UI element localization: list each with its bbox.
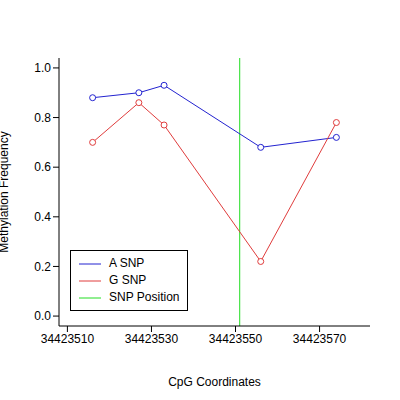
svg-text:0.4: 0.4 xyxy=(34,210,51,224)
svg-text:Methylation Frequency: Methylation Frequency xyxy=(8,131,11,252)
svg-text:0.2: 0.2 xyxy=(34,260,51,274)
html-text:G SNP: G SNP xyxy=(109,273,147,287)
svg-text:0.0: 0.0 xyxy=(34,309,51,323)
svg-text:34423510: 34423510 xyxy=(41,332,95,346)
svg-text:CpG Coordinates: CpG Coordinates xyxy=(168,375,261,389)
svg-text:34423530: 34423530 xyxy=(125,332,179,346)
svg-text:0.8: 0.8 xyxy=(34,111,51,125)
svg-text:34423570: 34423570 xyxy=(293,332,347,346)
html-text:A SNP: A SNP xyxy=(109,256,145,270)
svg-text:34423550: 34423550 xyxy=(209,332,263,346)
svg-text:0.6: 0.6 xyxy=(34,160,51,174)
svg-text:1.0: 1.0 xyxy=(34,61,51,75)
html-text:SNP Position: SNP Position xyxy=(109,290,180,304)
